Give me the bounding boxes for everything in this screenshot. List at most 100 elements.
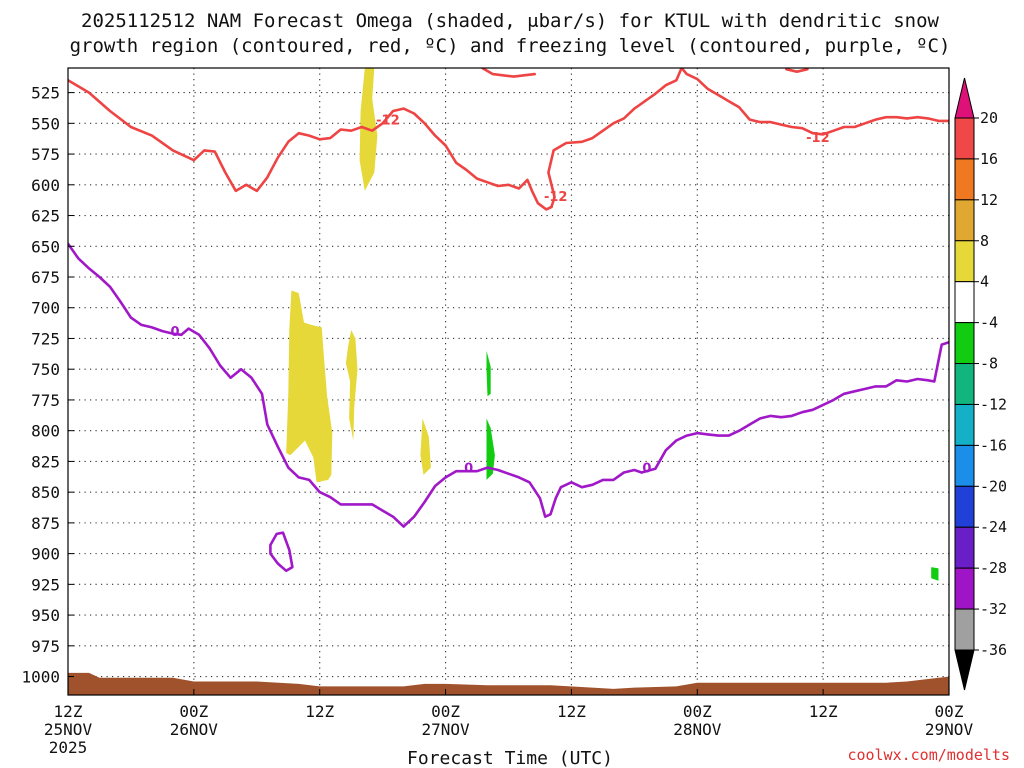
y-tick-label: 575 — [31, 145, 60, 164]
contour-line — [547, 68, 683, 209]
colorbar-box — [954, 199, 975, 242]
x-axis-label: Forecast Time (UTC) — [407, 748, 613, 768]
contour-line — [68, 79, 553, 211]
contour-line — [269, 531, 294, 573]
contour-line — [785, 68, 809, 73]
contour-label: 0 — [464, 462, 473, 477]
y-tick-label: 875 — [31, 514, 60, 533]
colorbar-label: 20 — [980, 109, 998, 127]
omega-shading — [286, 68, 939, 581]
y-tick-label: 925 — [31, 575, 60, 594]
omega-region — [486, 350, 491, 397]
x-tick-label: 12Z — [54, 702, 83, 721]
contour-line — [480, 68, 537, 78]
y-tick-label: 1000 — [21, 668, 60, 687]
contour-label: -12 — [806, 131, 830, 146]
colorbar-label: -36 — [980, 641, 1007, 659]
omega-region — [420, 418, 431, 475]
y-tick-label: 525 — [31, 84, 60, 103]
x-tick-label: 00Z — [935, 702, 964, 721]
chart-title-line2: growth region (contoured, red, ºC) and f… — [70, 35, 951, 57]
x-tick-label: 00Z — [431, 702, 460, 721]
contour-line — [462, 466, 644, 519]
colorbar-label: 4 — [980, 273, 989, 291]
surface-terrain — [68, 672, 949, 695]
y-tick-label: 825 — [31, 452, 60, 471]
contour-line — [640, 340, 949, 474]
colorbar-label: 12 — [980, 191, 998, 209]
contour-label: -12 — [544, 190, 568, 205]
colorbar-label: -4 — [980, 314, 998, 332]
contour-label: 0 — [642, 462, 651, 477]
colorbar-box — [954, 363, 975, 405]
x-tick-label: 00Z — [179, 702, 208, 721]
y-axis: 525 550 575 600 625 650 675 700 725 750 775 800 825 8… — [21, 84, 74, 687]
colorbar-label: -12 — [980, 395, 1007, 413]
x-tick-label: 12Z — [557, 702, 586, 721]
colorbar: 20 16 12 8 4 -4 -8 -12 -16 -20 -24 -28 -32 -36 — [954, 77, 1007, 691]
contours — [68, 68, 949, 573]
y-tick-label: 800 — [31, 422, 60, 441]
colorbar-label: -16 — [980, 436, 1007, 454]
colorbar-box — [954, 158, 975, 201]
y-tick-label: 550 — [31, 114, 60, 133]
x-tick-label: 28NOV — [673, 720, 722, 739]
credit-text: coolwx.com/modelts — [847, 746, 1010, 764]
contour-line — [180, 327, 465, 528]
colorbar-box — [954, 526, 975, 569]
contour-label: 0 — [170, 325, 179, 340]
y-tick-label: 750 — [31, 360, 60, 379]
y-tick-label: 625 — [31, 207, 60, 226]
x-tick-label: 27NOV — [421, 720, 470, 739]
y-tick-label: 775 — [31, 391, 60, 410]
colorbar-box — [954, 444, 975, 487]
colorbar-label: -28 — [980, 559, 1007, 577]
x-tick-label: 2025 — [49, 738, 88, 757]
grid — [68, 68, 949, 695]
x-tick-label: 26NOV — [170, 720, 219, 739]
y-tick-label: 600 — [31, 176, 60, 195]
colorbar-box — [954, 281, 975, 324]
colorbar-bottom-triangle — [954, 649, 975, 691]
omega-region — [345, 329, 358, 441]
omega-region — [286, 290, 333, 483]
contour-line — [68, 242, 183, 337]
contour-labels: -12 -12 -12 0 0 0 — [170, 114, 829, 477]
colorbar-box — [954, 403, 975, 446]
chart-title-line1: 2025112512 NAM Forecast Omega (shaded, μ… — [81, 10, 939, 32]
colorbar-label: -8 — [980, 355, 998, 373]
colorbar-box — [954, 117, 975, 160]
colorbar-box — [954, 240, 975, 283]
plot-frame — [67, 67, 950, 696]
x-tick-label: 00Z — [683, 702, 712, 721]
omega-region — [486, 418, 495, 480]
x-tick-label: 12Z — [809, 702, 838, 721]
colorbar-box — [954, 485, 975, 528]
x-tick-label: 25NOV — [44, 720, 93, 739]
y-tick-label: 950 — [31, 606, 60, 625]
colorbar-box — [954, 567, 975, 610]
y-tick-label: 650 — [31, 237, 60, 256]
colorbar-label: -32 — [980, 600, 1007, 618]
colorbar-top-triangle — [954, 77, 975, 119]
y-tick-label: 675 — [31, 268, 60, 287]
y-tick-label: 900 — [31, 545, 60, 564]
colorbar-label: 8 — [980, 232, 989, 250]
contour-label: -12 — [376, 114, 400, 129]
contour-line — [680, 68, 949, 136]
y-tick-label: 725 — [31, 329, 60, 348]
colorbar-label: -20 — [980, 477, 1007, 495]
x-tick-label: 12Z — [305, 702, 334, 721]
y-tick-label: 700 — [31, 299, 60, 318]
y-tick-label: 850 — [31, 483, 60, 502]
terrain-fill — [68, 672, 949, 695]
omega-region — [931, 567, 939, 581]
colorbar-box — [954, 608, 975, 651]
colorbar-label: -24 — [980, 518, 1007, 536]
colorbar-box — [954, 322, 975, 365]
x-tick-label: 29NOV — [925, 720, 974, 739]
y-tick-label: 975 — [31, 637, 60, 656]
colorbar-label: 16 — [980, 150, 998, 168]
